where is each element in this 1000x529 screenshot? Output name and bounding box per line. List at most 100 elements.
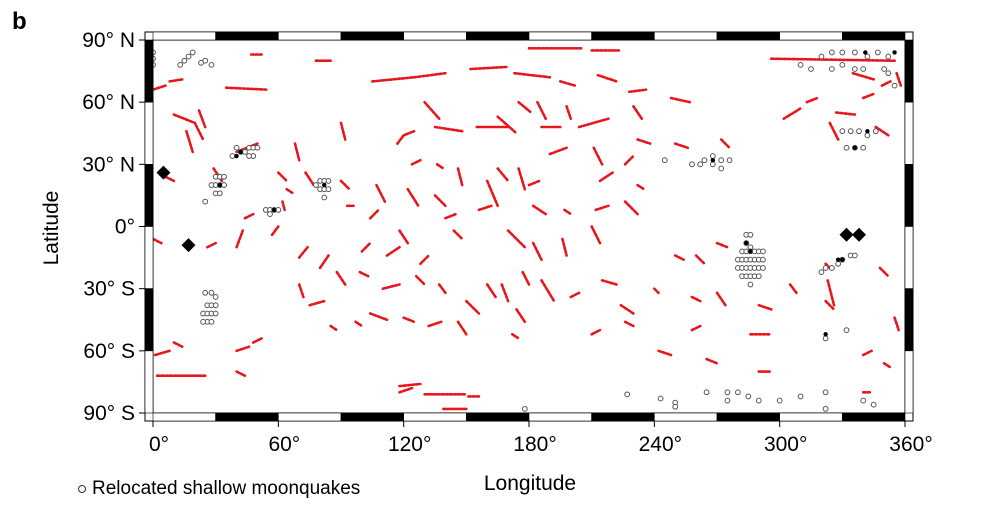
scarp-segment xyxy=(339,179,351,191)
scarp-segment xyxy=(414,274,426,286)
moonquake-open xyxy=(689,161,695,168)
scarp-segment xyxy=(788,283,798,295)
moonquake-open xyxy=(718,165,725,172)
scarp-segment xyxy=(485,283,497,299)
moonquake-filled xyxy=(823,332,828,337)
moonquake-open xyxy=(818,53,825,60)
frame-band-bottom xyxy=(591,412,655,422)
scarp-segment xyxy=(164,175,176,183)
scarp-segment xyxy=(285,187,295,195)
scarp-segment xyxy=(515,308,527,324)
station-diamond-icon xyxy=(839,227,854,242)
scarp-segment xyxy=(456,320,468,336)
scarp-segment xyxy=(861,92,876,100)
moonquake-open xyxy=(208,318,215,325)
moonquake-open xyxy=(822,335,829,342)
station-diamond-icon xyxy=(852,227,867,242)
moonquake-open xyxy=(755,397,762,404)
frame-band-right xyxy=(904,288,914,352)
moonquake-open xyxy=(181,57,188,64)
moonquake-open xyxy=(747,281,754,288)
scarp-segment xyxy=(270,225,280,237)
moonquake-open xyxy=(828,49,835,56)
moonquake-open xyxy=(189,49,196,56)
scarp-segment xyxy=(456,167,464,187)
scarp-segment xyxy=(619,303,635,315)
scarp-segment xyxy=(577,117,610,129)
scarp-segment xyxy=(769,57,896,63)
scarp-segment xyxy=(358,270,370,278)
scarp-segment xyxy=(598,171,614,183)
scarp-segment xyxy=(370,71,447,83)
frame-band-bottom xyxy=(466,412,530,422)
moonquake-open xyxy=(202,198,209,205)
moonquake-open xyxy=(851,49,858,56)
axis-layer: 0° 60° 120° 180° 240° 300° 360° 90° N 60° N 30° N… xyxy=(82,29,932,456)
x-tick-label: 120° xyxy=(388,433,431,456)
quake-layer xyxy=(150,49,898,412)
scarp-layer xyxy=(151,46,903,411)
scarp-segment xyxy=(510,332,520,340)
moonquake-open xyxy=(624,391,631,398)
scarp-segment xyxy=(235,345,251,353)
scarp-segment xyxy=(402,316,416,324)
moonquake-filled xyxy=(840,257,845,262)
moonquake-open xyxy=(851,66,858,72)
frame-band-top xyxy=(779,31,843,41)
x-axis-title: Longitude xyxy=(484,472,576,495)
frame-band-left xyxy=(144,288,154,352)
scarp-segment xyxy=(477,204,493,212)
scarp-segment xyxy=(565,105,573,120)
scarp-segment xyxy=(485,179,500,208)
moonquake-open xyxy=(776,397,783,404)
moonquake-open xyxy=(313,182,319,188)
moonquake-open xyxy=(864,53,871,60)
scarp-segment xyxy=(354,320,364,328)
moonquake-open xyxy=(208,289,215,296)
moonquake-open xyxy=(747,231,754,238)
frame-band-left xyxy=(144,164,154,227)
scarp-segment xyxy=(243,212,255,220)
moonquake-filled xyxy=(892,50,897,55)
moonquake-filled xyxy=(865,128,870,134)
y-tick-label: 90° S xyxy=(83,402,135,425)
moonquake-open xyxy=(212,302,219,309)
frame-band-top xyxy=(591,31,655,41)
inner-frame xyxy=(152,39,906,414)
scarp-segment xyxy=(469,65,510,71)
frame-band-bottom xyxy=(278,412,342,422)
scarp-segment xyxy=(398,386,414,394)
scarp-segment xyxy=(592,146,604,166)
scarp-segment xyxy=(496,115,518,135)
scarp-segment xyxy=(627,88,648,94)
scarp-segment xyxy=(496,167,510,183)
frame-band-bottom xyxy=(403,412,467,422)
moonquake-open xyxy=(185,53,192,60)
scarp-segment xyxy=(281,200,286,212)
scarp-segment xyxy=(851,71,876,81)
moonquake-open xyxy=(839,49,846,56)
moonquake-open xyxy=(885,70,892,77)
frame-band-bottom xyxy=(152,412,216,422)
x-tick-label: 300° xyxy=(764,433,807,456)
scarp-segment xyxy=(824,299,836,311)
scarp-segment xyxy=(308,299,326,307)
moonquake-open xyxy=(242,149,248,155)
scarp-segment xyxy=(826,279,836,307)
y-tick-label: 90° N xyxy=(82,29,135,52)
moonquake-open xyxy=(860,144,867,151)
moonquake-open xyxy=(229,153,236,159)
scarp-segment xyxy=(517,167,527,191)
scarp-segment xyxy=(828,121,840,141)
moonquake-open xyxy=(521,405,528,412)
x-tick-label: 360° xyxy=(889,433,932,456)
moonquake-open xyxy=(246,153,252,159)
moonquake-open xyxy=(808,66,814,72)
moonquake-open xyxy=(212,294,219,300)
scarp-segment xyxy=(375,183,387,203)
scarp-segment xyxy=(623,200,639,216)
y-tick-label: 30° S xyxy=(83,278,135,301)
frame-band-top xyxy=(215,31,279,41)
scarp-segment xyxy=(151,237,163,245)
moonquake-open xyxy=(822,405,829,412)
